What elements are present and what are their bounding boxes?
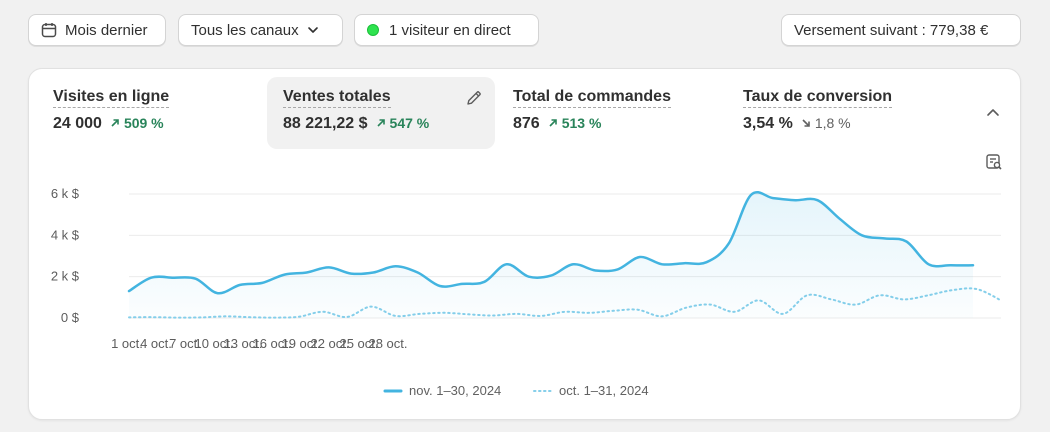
legend-label-current: nov. 1–30, 2024 [409, 383, 501, 398]
legend-label-previous: oct. 1–31, 2024 [559, 383, 649, 398]
y-tick-label: 4 k $ [51, 227, 80, 242]
chevron-up-icon[interactable] [985, 105, 1001, 126]
metric-change: 513 % [548, 115, 602, 131]
live-status-dot [367, 24, 379, 36]
y-tick-label: 2 k $ [51, 269, 80, 284]
live-visitors-button[interactable]: 1 visiteur en direct [354, 14, 539, 46]
metric-conversion-rate[interactable]: Taux de conversion 3,54 % 1,8 % [727, 77, 955, 149]
arrow-up-right-icon [549, 119, 557, 127]
x-tick-label: 28 oct. [368, 336, 407, 351]
x-tick-label: 19 oct. [281, 336, 320, 351]
x-tick-label: 7 oct. [169, 336, 201, 351]
metric-online-visits[interactable]: Visites en ligne 24 000 509 % [37, 77, 265, 149]
calendar-icon [41, 22, 57, 38]
metric-title[interactable]: Ventes totales [283, 88, 391, 108]
arrow-up-right-icon [111, 119, 119, 127]
x-tick-label: 13 oct. [223, 336, 262, 351]
metric-value: 24 000 [53, 115, 102, 132]
metric-value: 876 [513, 115, 540, 132]
metric-change: 1,8 % [801, 115, 851, 131]
next-payout-label: Versement suivant : 779,38 € [794, 21, 989, 39]
live-visitors-label: 1 visiteur en direct [389, 21, 511, 39]
x-tick-label: 10 oct. [194, 336, 233, 351]
channels-dropdown[interactable]: Tous les canaux [178, 14, 343, 46]
channels-label: Tous les canaux [191, 21, 299, 39]
period-button[interactable]: Mois dernier [28, 14, 166, 46]
x-tick-label: 22 oct. [310, 336, 349, 351]
x-tick-label: 1 oct. [111, 336, 143, 351]
next-payout-button[interactable]: Versement suivant : 779,38 € [781, 14, 1021, 46]
arrow-up-right-icon [376, 119, 385, 127]
x-tick-label: 4 oct. [140, 336, 172, 351]
metric-change-value: 1,8 % [814, 115, 851, 131]
y-tick-label: 0 $ [61, 310, 80, 325]
metric-change-value: 547 % [389, 115, 430, 131]
metric-title[interactable]: Visites en ligne [53, 88, 170, 108]
metric-change: 547 % [376, 115, 430, 131]
x-tick-label: 25 oct. [339, 336, 378, 351]
series-line-current [127, 190, 975, 295]
y-tick-label: 6 k $ [51, 186, 80, 201]
metric-total-sales[interactable]: Ventes totales 88 221,22 $ 547 % [267, 77, 495, 149]
metric-total-orders[interactable]: Total de commandes 876 513 % [497, 77, 725, 149]
chevron-down-icon [307, 24, 319, 36]
metric-title[interactable]: Total de commandes [513, 88, 671, 108]
analytics-card: Visites en ligne 24 000 509 % Ventes tot… [28, 68, 1021, 420]
metric-title[interactable]: Taux de conversion [743, 88, 893, 108]
metric-change: 509 % [110, 115, 164, 131]
pencil-icon[interactable] [465, 89, 483, 112]
metric-change-value: 509 % [123, 115, 164, 131]
sales-line-chart: 6 k $ 4 k $ 2 k $ 0 $ 1 oct.4 oct.7 oct.10 … [51, 186, 1002, 398]
report-search-icon[interactable] [985, 153, 1003, 176]
metric-change-value: 513 % [561, 115, 602, 131]
x-tick-label: 16 oct. [252, 336, 291, 351]
arrow-down-right-icon [802, 119, 810, 127]
metric-value: 3,54 % [743, 115, 793, 132]
period-label: Mois dernier [65, 21, 148, 39]
metric-value: 88 221,22 $ [283, 115, 368, 132]
series-area-fill [129, 192, 973, 318]
